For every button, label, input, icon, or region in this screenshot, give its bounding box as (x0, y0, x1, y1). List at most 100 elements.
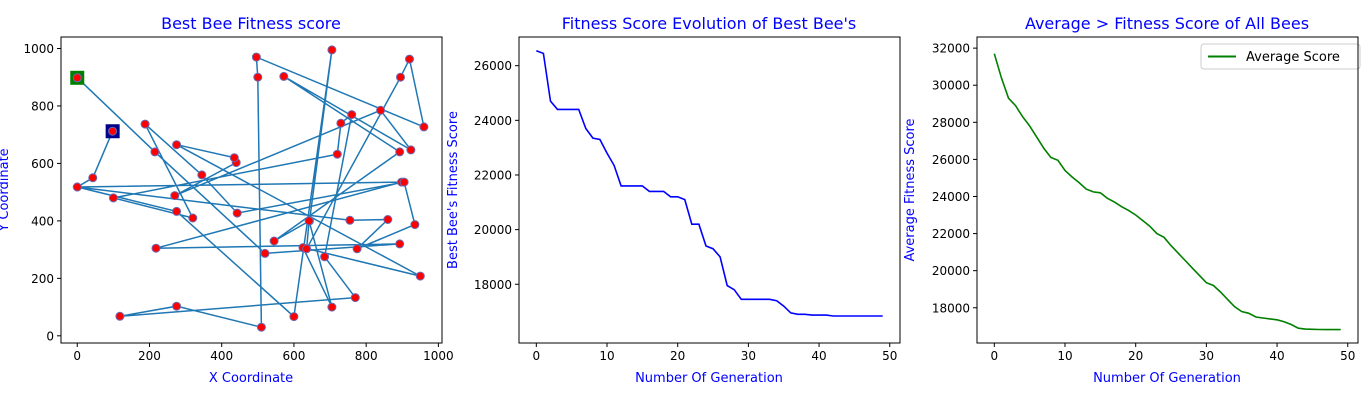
x-tick-label: 0 (532, 349, 540, 363)
city-point (395, 147, 405, 157)
city-point (172, 301, 182, 311)
city-point (345, 215, 355, 225)
route-chart: Best Bee Fitness score X Coordinate Y Co… (0, 14, 454, 386)
city-point (332, 149, 342, 159)
city-point (336, 118, 346, 128)
average-fitness-chart: Average > Fitness Score of All Bees Numb… (903, 14, 1361, 386)
city-point (115, 311, 125, 321)
y-tick-label: 1000 (23, 42, 54, 56)
y-tick-label: 18000 (932, 301, 970, 315)
city-point (72, 182, 82, 192)
city-point (352, 244, 362, 254)
route-chart-xlabel: X Coordinate (209, 371, 293, 386)
series-line (536, 49, 883, 317)
route-chart-title: Best Bee Fitness score (161, 14, 341, 33)
city-point (347, 110, 357, 120)
city-point (229, 153, 239, 163)
city-point (415, 271, 425, 281)
axes-frame (976, 36, 1359, 344)
y-tick-label: 28000 (932, 116, 970, 130)
x-tick-label: 400 (210, 349, 233, 363)
y-tick-label: 600 (31, 157, 54, 171)
city-point (150, 147, 160, 157)
city-point (256, 322, 266, 332)
city-point (88, 173, 98, 183)
route-line (75, 49, 425, 329)
y-tick-label: 200 (31, 272, 54, 286)
y-tick-label: 32000 (932, 42, 970, 56)
plot-area-0 (70, 45, 429, 332)
x-tick-label: 0 (73, 349, 81, 363)
city-point (406, 145, 416, 155)
plot-area-2 (993, 53, 1341, 331)
x-tick-label: 10 (1057, 349, 1072, 363)
series-line (993, 53, 1341, 331)
y-tick-label: 24000 (474, 114, 512, 128)
city-point (151, 243, 161, 253)
x-tick-label: 40 (811, 349, 826, 363)
y-tick-label: 400 (31, 214, 54, 228)
x-tick-label: 20 (670, 349, 685, 363)
city-point (302, 244, 312, 254)
route-chart-ylabel: Y Coordinate (0, 148, 12, 232)
x-tick-label: 1000 (423, 349, 454, 363)
x-tick-label: 600 (282, 349, 305, 363)
y-tick-label: 26000 (474, 59, 512, 73)
city-point (197, 170, 207, 180)
city-point (172, 206, 182, 216)
x-tick-label: 40 (1269, 349, 1284, 363)
city-point (253, 72, 263, 82)
x-tick-label: 0 (990, 349, 998, 363)
axes-frame (518, 36, 901, 344)
best-fitness-chart: Fitness Score Evolution of Best Bee's Nu… (446, 14, 901, 386)
average-fitness-xlabel: Number Of Generation (1093, 371, 1241, 386)
city-point (188, 213, 198, 223)
y-tick-label: 30000 (932, 79, 970, 93)
city-point (383, 215, 393, 224)
city-point (395, 239, 405, 249)
y-tick-label: 0 (46, 329, 54, 343)
axes-frame (60, 36, 443, 344)
city-point (304, 216, 314, 226)
y-tick-label: 22000 (932, 227, 970, 241)
x-tick-label: 50 (1340, 349, 1355, 363)
y-tick-label: 22000 (474, 168, 512, 182)
y-tick-label: 20000 (932, 264, 970, 278)
x-tick-label: 20 (1128, 349, 1143, 363)
city-point (410, 220, 420, 230)
best-fitness-xlabel: Number Of Generation (635, 371, 783, 386)
y-tick-label: 18000 (474, 278, 512, 292)
city-point (140, 119, 150, 129)
city-point (320, 252, 330, 262)
y-tick-label: 26000 (932, 153, 970, 167)
city-point (289, 312, 299, 322)
legend: Average Score (1200, 43, 1361, 70)
city-point (350, 293, 360, 303)
city-point (108, 126, 118, 136)
x-tick-label: 200 (138, 349, 161, 363)
city-point (396, 72, 405, 82)
plot-area-1 (536, 49, 883, 317)
average-fitness-ylabel: Average Fitness Score (903, 118, 918, 261)
average-fitness-title: Average > Fitness Score of All Bees (1025, 14, 1309, 33)
city-point (327, 45, 337, 55)
city-point (172, 140, 182, 150)
x-tick-label: 50 (882, 349, 897, 363)
city-point (72, 73, 82, 83)
city-point (327, 302, 337, 312)
city-point (419, 122, 429, 132)
city-point (376, 105, 386, 115)
y-tick-label: 24000 (932, 190, 970, 204)
x-tick-label: 30 (741, 349, 756, 363)
city-point (108, 193, 118, 203)
legend-label: Average Score (1246, 50, 1340, 65)
x-tick-label: 10 (599, 349, 614, 363)
legend-box (1200, 43, 1361, 70)
city-point (232, 208, 242, 218)
city-point (279, 71, 289, 81)
city-point (269, 236, 279, 246)
city-point (399, 177, 409, 187)
best-fitness-title: Fitness Score Evolution of Best Bee's (562, 14, 857, 33)
x-tick-label: 800 (355, 349, 378, 363)
